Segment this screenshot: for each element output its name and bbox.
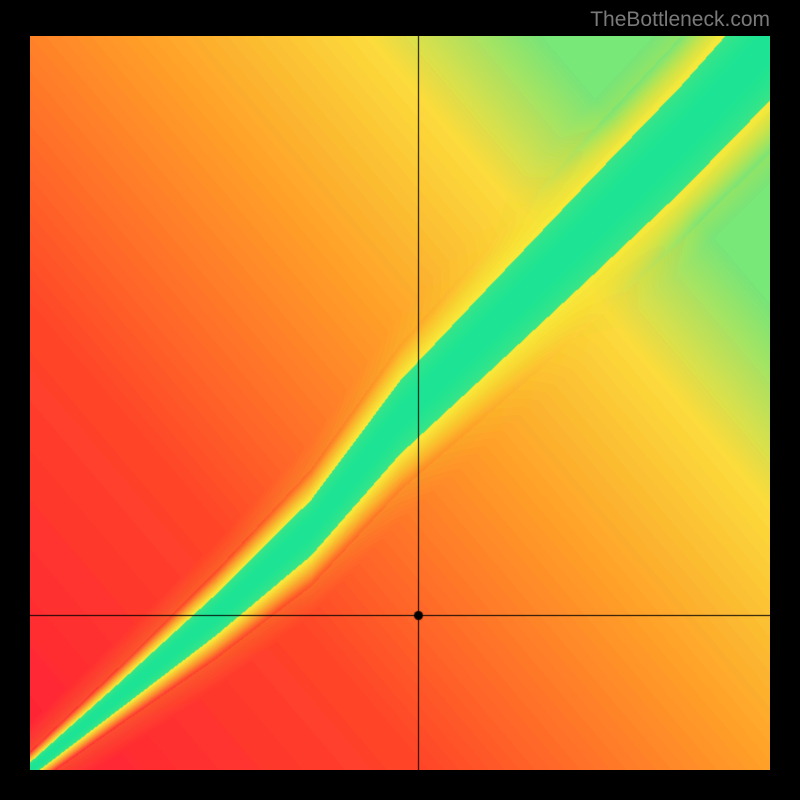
- watermark-text: TheBottleneck.com: [590, 8, 770, 32]
- root-container: TheBottleneck.com: [0, 0, 800, 800]
- heatmap-plot: [30, 36, 770, 770]
- heatmap-canvas: [30, 36, 770, 770]
